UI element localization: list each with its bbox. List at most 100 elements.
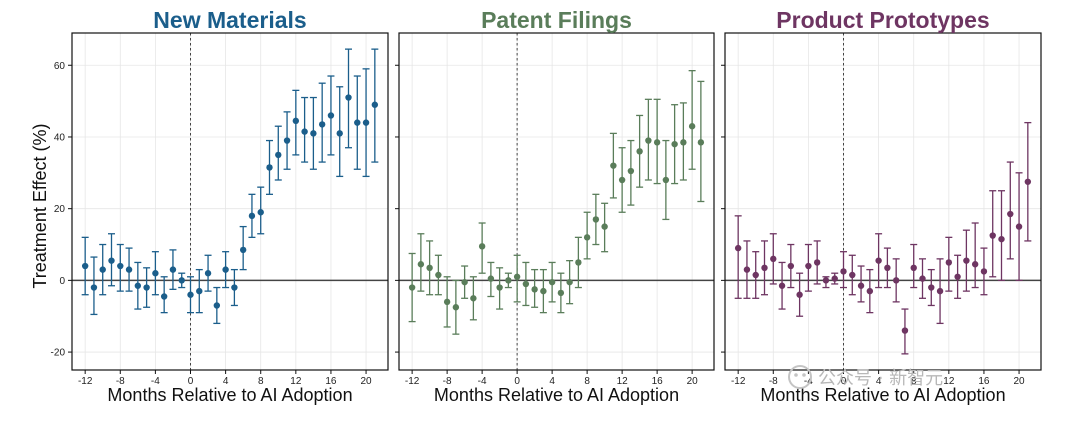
data-point [496, 284, 503, 291]
data-point [513, 273, 521, 280]
data-point [805, 262, 812, 270]
data-point [884, 264, 891, 272]
data-point [1015, 223, 1023, 230]
x-tick-label: 16 [325, 376, 337, 387]
data-point [822, 277, 830, 284]
data-point [81, 262, 89, 270]
x-tick-label: -8 [769, 376, 778, 387]
data-point [583, 234, 591, 241]
x-tick-label: 4 [876, 376, 882, 387]
data-point [1007, 210, 1014, 218]
data-point [849, 271, 856, 279]
data-point [417, 261, 425, 268]
data-point [204, 270, 212, 277]
data-point [239, 246, 247, 254]
data-point [452, 304, 460, 311]
data-point [928, 284, 935, 291]
data-point [875, 257, 882, 264]
x-tick-label: -8 [443, 376, 452, 387]
data-point [283, 137, 291, 144]
error-bar [1006, 161, 1014, 260]
data-point [671, 140, 678, 148]
data-point [187, 291, 194, 298]
error-bar [734, 215, 742, 299]
data-point [778, 282, 786, 289]
data-point [292, 117, 300, 125]
data-point [971, 261, 979, 268]
plot-area [399, 33, 714, 370]
data-point [610, 162, 617, 169]
data-point [592, 216, 600, 223]
x-tick-label: 0 [188, 376, 194, 387]
plot-frame [71, 32, 389, 371]
x-tick-label: 8 [258, 376, 264, 387]
x-tick-label: -12 [78, 376, 93, 387]
data-point [752, 271, 759, 279]
data-point [557, 289, 565, 297]
data-point [1024, 178, 1032, 185]
error-bar [998, 190, 1005, 282]
data-point [426, 264, 433, 272]
x-axis-label: Months Relative to AI Adoption [434, 385, 679, 405]
data-point [354, 119, 361, 126]
x-axis-label: Months Relative to AI Adoption [760, 385, 1005, 405]
data-point [345, 94, 352, 101]
plot-area [72, 33, 388, 370]
data-point [152, 270, 159, 277]
x-tick-label: 4 [223, 376, 229, 387]
y-tick-label: 0 [59, 276, 65, 287]
x-tick-label: 20 [1013, 376, 1025, 387]
x-tick-label: 0 [841, 376, 847, 387]
data-point [575, 259, 582, 266]
y-tick-label: 40 [54, 132, 66, 143]
data-point [954, 273, 961, 280]
data-point [840, 268, 847, 275]
x-tick-label: 12 [943, 376, 955, 387]
x-tick-label: 20 [360, 376, 372, 387]
data-point [627, 167, 635, 175]
x-tick-label: 4 [549, 376, 555, 387]
data-point [231, 284, 238, 291]
data-point [213, 302, 221, 309]
x-tick-label: -4 [478, 376, 487, 387]
data-point [134, 282, 142, 289]
x-tick-label: -8 [116, 376, 125, 387]
data-point [125, 266, 133, 273]
data-point [662, 176, 670, 184]
data-point [169, 266, 177, 273]
x-tick-label: 16 [652, 376, 664, 387]
x-tick-label: -12 [731, 376, 746, 387]
data-point [443, 298, 451, 306]
data-point [248, 212, 256, 220]
error-bar [971, 222, 979, 289]
data-point [989, 232, 996, 239]
data-point [435, 271, 442, 279]
data-point [697, 139, 705, 146]
data-point [636, 148, 643, 155]
data-point [505, 277, 512, 284]
data-point [275, 151, 282, 159]
x-axis-label: Months Relative to AI Adoption [107, 385, 352, 405]
plot-area [725, 33, 1041, 370]
data-point [540, 287, 547, 295]
data-point [892, 277, 900, 284]
data-point [336, 130, 343, 137]
data-point [998, 235, 1005, 243]
x-tick-label: 0 [514, 376, 520, 387]
data-point [222, 266, 229, 273]
data-point [743, 266, 751, 273]
data-point [371, 101, 379, 108]
panel-title: Product Prototypes [776, 7, 989, 33]
data-point [266, 164, 273, 171]
data-point [945, 259, 953, 266]
data-point [910, 264, 917, 272]
x-tick-label: 20 [687, 376, 699, 387]
data-point [196, 287, 203, 295]
data-point [901, 327, 909, 334]
data-point [310, 130, 317, 137]
data-point [734, 244, 742, 252]
x-tick-label: 16 [978, 376, 990, 387]
data-point [963, 257, 970, 264]
data-point [645, 137, 652, 144]
data-point [143, 284, 150, 291]
